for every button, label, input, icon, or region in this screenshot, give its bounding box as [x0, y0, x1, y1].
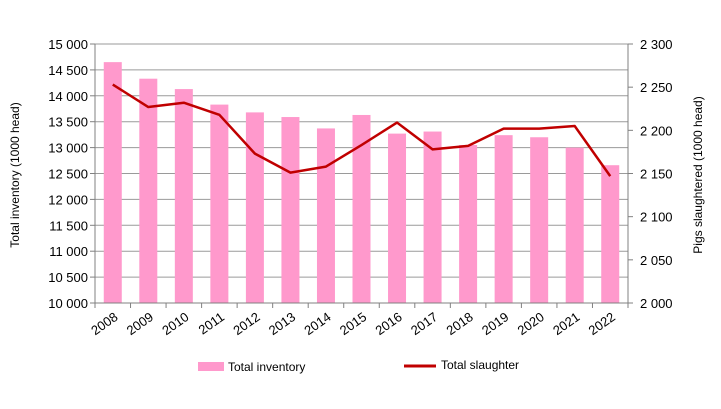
x-tick-label: 2011	[196, 309, 228, 337]
right-tick-label: 2 200	[640, 123, 673, 138]
bar-series-total-inventory	[103, 62, 620, 304]
bar-2021	[565, 147, 584, 303]
right-tick-label: 2 250	[640, 80, 673, 95]
bar-2009	[139, 78, 158, 304]
left-tick-label: 12 500	[48, 167, 88, 182]
legend-swatch-total-inventory	[198, 362, 224, 371]
bar-2014	[316, 128, 335, 303]
right-tick-label: 2 150	[640, 167, 673, 182]
right-tick-label: 2 050	[640, 253, 673, 268]
x-tick-label: 2014	[301, 309, 333, 338]
left-tick-label: 13 500	[48, 115, 88, 130]
x-tick-label: 2021	[550, 309, 582, 338]
x-tick-label: 2017	[408, 309, 440, 338]
right-axis-ticks: 2 000 2 050 2 100 2 150 2 200 2 250 2 300	[628, 37, 673, 311]
left-tick-label: 14 000	[48, 89, 88, 104]
right-tick-label: 2 000	[640, 296, 673, 311]
left-axis-ticks: 10 000 10 500 11 000 11 500 12 000 12 500 13 0…	[48, 37, 95, 311]
right-tick-label: 2 100	[640, 210, 673, 225]
bar-2012	[245, 112, 264, 303]
legend-label-total-slaughter: Total slaughter	[441, 358, 519, 372]
x-tick-label: 2010	[159, 309, 191, 338]
bar-2011	[210, 104, 229, 303]
x-tick-label: 2012	[230, 309, 262, 338]
bar-2008	[103, 62, 122, 303]
x-axis-ticks: 2008 2009 2010 2011 2012 2013 2014 2015 2016 2017…	[88, 303, 629, 338]
bar-2013	[281, 117, 300, 304]
x-tick-label: 2008	[88, 309, 120, 338]
left-tick-label: 12 000	[48, 192, 88, 207]
left-tick-label: 10 000	[48, 296, 88, 311]
left-tick-label: 10 500	[48, 270, 88, 285]
bar-2017	[423, 131, 442, 303]
legend-label-total-inventory: Total inventory	[228, 360, 305, 374]
right-tick-label: 2 300	[640, 37, 673, 52]
left-axis-title: Total inventory (1000 head)	[8, 102, 22, 247]
x-tick-label: 2018	[444, 309, 476, 338]
bar-2022	[601, 165, 620, 303]
x-tick-label: 2020	[515, 309, 547, 338]
bar-2020	[530, 137, 549, 303]
x-tick-label: 2019	[479, 309, 511, 338]
left-tick-label: 13 000	[48, 141, 88, 156]
bar-2015	[352, 114, 371, 303]
left-tick-label: 14 500	[48, 63, 88, 78]
x-tick-label: 2015	[337, 309, 369, 338]
x-tick-label: 2022	[586, 309, 618, 338]
line-series-total-slaughter	[112, 83, 612, 177]
legend: Total inventory Total slaughter	[198, 358, 519, 374]
bar-2018	[459, 145, 478, 303]
left-tick-label: 15 000	[48, 37, 88, 52]
x-tick-label: 2009	[124, 309, 156, 338]
right-axis-title: Pigs slaughtered (1000 head)	[691, 96, 705, 253]
x-tick-label: 2016	[372, 309, 404, 338]
bar-2019	[494, 135, 513, 303]
bar-2010	[174, 89, 193, 303]
bar-2016	[388, 133, 407, 303]
x-tick-label: 2013	[266, 309, 298, 338]
left-tick-label: 11 500	[49, 218, 88, 233]
left-tick-label: 11 000	[49, 244, 88, 259]
